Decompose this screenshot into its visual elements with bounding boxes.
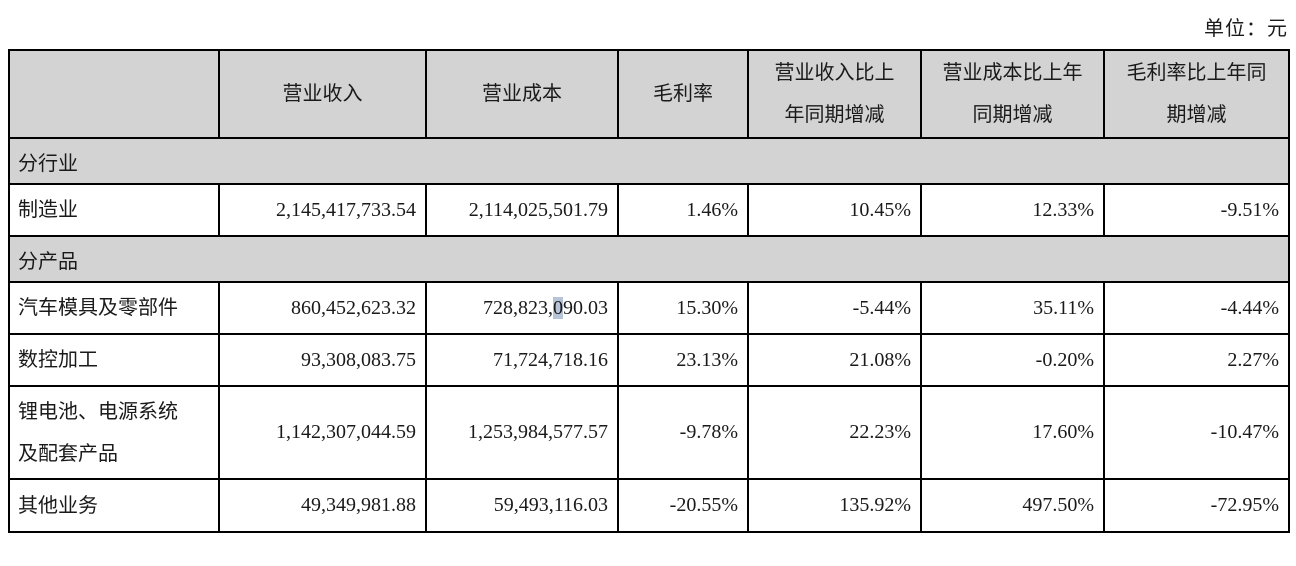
cell-cost-yoy: 12.33%	[920, 183, 1105, 237]
cell-revenue: 2,145,417,733.54	[218, 183, 427, 237]
row-label: 数控加工	[8, 333, 220, 387]
cost-text-prefix: 728,823,	[483, 296, 553, 319]
cell-margin-yoy: -9.51%	[1103, 183, 1290, 237]
cell-cost-yoy: -0.20%	[920, 333, 1105, 387]
cell-cost-yoy: 17.60%	[920, 385, 1105, 480]
cell-revenue-yoy: 135.92%	[747, 478, 922, 533]
cell-margin-yoy: -4.44%	[1103, 281, 1290, 335]
cell-cost: 71,724,718.16	[425, 333, 619, 387]
financial-table: 营业收入 营业成本 毛利率 营业收入比上 年同期增减 营业成本比上年 同期增减 …	[8, 49, 1290, 533]
cell-cost: 59,493,116.03	[425, 478, 619, 533]
row-label: 制造业	[8, 183, 220, 237]
section-row-by-industry: 分行业	[8, 137, 1290, 185]
cell-revenue-yoy: 10.45%	[747, 183, 922, 237]
highlighted-digit: 0	[553, 296, 563, 319]
cell-revenue-yoy: -5.44%	[747, 281, 922, 335]
cell-cost: 728,823,090.03	[425, 281, 619, 335]
col-header-revenue-yoy: 营业收入比上 年同期增减	[747, 49, 922, 139]
col-header-empty	[8, 49, 220, 139]
section-label: 分产品	[8, 235, 1290, 283]
table-header-row: 营业收入 营业成本 毛利率 营业收入比上 年同期增减 营业成本比上年 同期增减 …	[8, 49, 1290, 139]
table-row-manufacturing: 制造业 2,145,417,733.54 2,114,025,501.79 1.…	[8, 183, 1290, 237]
table-row-lithium-battery: 锂电池、电源系统 及配套产品 1,142,307,044.59 1,253,98…	[8, 385, 1290, 480]
table-row-auto-molds: 汽车模具及零部件 860,452,623.32 728,823,090.03 1…	[8, 281, 1290, 335]
cell-margin-yoy: 2.27%	[1103, 333, 1290, 387]
col-header-margin-yoy: 毛利率比上年同 期增减	[1103, 49, 1290, 139]
cell-revenue: 1,142,307,044.59	[218, 385, 427, 480]
col-header-margin: 毛利率	[617, 49, 749, 139]
row-label: 其他业务	[8, 478, 220, 533]
col-header-cost-yoy: 营业成本比上年 同期增减	[920, 49, 1105, 139]
cell-margin-yoy: -10.47%	[1103, 385, 1290, 480]
cell-margin: 15.30%	[617, 281, 749, 335]
cell-margin: 1.46%	[617, 183, 749, 237]
cell-revenue: 93,308,083.75	[218, 333, 427, 387]
cell-cost: 1,253,984,577.57	[425, 385, 619, 480]
cost-text-suffix: 90.03	[563, 296, 608, 319]
row-label: 锂电池、电源系统 及配套产品	[8, 385, 220, 480]
cell-cost: 2,114,025,501.79	[425, 183, 619, 237]
unit-label: 单位：元	[1204, 18, 1288, 40]
section-row-by-product: 分产品	[8, 235, 1290, 283]
cell-margin: -20.55%	[617, 478, 749, 533]
cell-revenue-yoy: 21.08%	[747, 333, 922, 387]
cell-cost-yoy: 35.11%	[920, 281, 1105, 335]
col-header-cost: 营业成本	[425, 49, 619, 139]
cell-margin: -9.78%	[617, 385, 749, 480]
table-row-other-business: 其他业务 49,349,981.88 59,493,116.03 -20.55%…	[8, 478, 1290, 533]
cell-cost-yoy: 497.50%	[920, 478, 1105, 533]
cell-revenue: 49,349,981.88	[218, 478, 427, 533]
cell-margin: 23.13%	[617, 333, 749, 387]
table-row-cnc-machining: 数控加工 93,308,083.75 71,724,718.16 23.13% …	[8, 333, 1290, 387]
cell-margin-yoy: -72.95%	[1103, 478, 1290, 533]
cell-revenue-yoy: 22.23%	[747, 385, 922, 480]
row-label: 汽车模具及零部件	[8, 281, 220, 335]
cell-revenue: 860,452,623.32	[218, 281, 427, 335]
col-header-revenue: 营业收入	[218, 49, 427, 139]
section-label: 分行业	[8, 137, 1290, 185]
